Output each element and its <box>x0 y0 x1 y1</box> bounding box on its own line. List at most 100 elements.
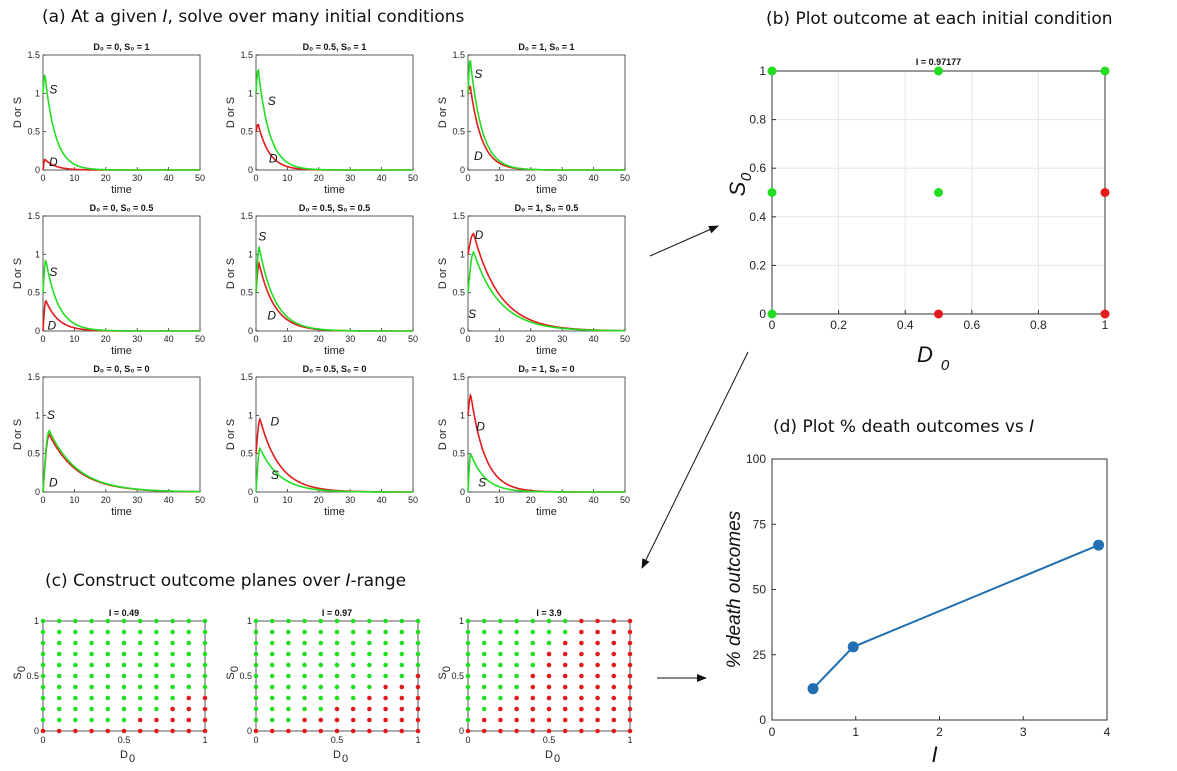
caption-b: (b) Plot outcome at each initial conditi… <box>766 9 1113 29</box>
outcome-point-3 <box>1101 67 1110 76</box>
grid-point <box>41 696 46 701</box>
y-axis-label: D or S <box>12 258 24 289</box>
series-S-line <box>43 261 200 331</box>
plane-x-label: D <box>545 749 553 761</box>
grid-point <box>73 674 78 679</box>
grid-point <box>302 674 307 679</box>
grid-point <box>57 652 62 657</box>
y-tick-label: 1 <box>460 88 465 98</box>
grid-point <box>466 696 471 701</box>
grid-point <box>73 718 78 723</box>
series-label-D: D <box>475 228 484 242</box>
x-tick-label: 40 <box>164 495 174 505</box>
grid-point <box>57 619 62 624</box>
y-tick-label: 0.5 <box>452 127 465 137</box>
x-tick-label: 0.5 <box>118 735 131 745</box>
y-tick-label: 1 <box>35 249 40 259</box>
grid-point <box>122 630 127 635</box>
x-tick-label: 20 <box>526 495 536 505</box>
x-tick-label: 20 <box>101 334 111 344</box>
caption-d: (d) Plot % death outcomes vs I <box>773 417 1034 437</box>
grid-point <box>187 696 192 701</box>
grid-point <box>154 729 159 734</box>
grid-point <box>595 729 600 734</box>
x-tick-label: 0 <box>769 318 776 332</box>
panel-d-death-vs-I: 0 1 2 3 40255075100I% death outcomes <box>724 452 1111 767</box>
grid-point <box>286 718 291 723</box>
grid-point <box>351 652 356 657</box>
grid-point <box>302 652 307 657</box>
grid-point <box>383 652 388 657</box>
subplot-3: D₀ = 1, S₀ = 1 0 10 20 30 40 50 0 0.5 1 1.5 time D o… <box>437 42 630 196</box>
grid-point <box>547 619 552 624</box>
x-tick-label: 0.2 <box>830 318 847 332</box>
series-label-D: D <box>269 151 278 165</box>
grid-point <box>547 663 552 668</box>
grid-point <box>416 685 421 690</box>
plane-x-label-sub: 0 <box>342 753 348 765</box>
grid-point <box>400 696 405 701</box>
series-label-D: D <box>49 476 58 490</box>
x-tick-label: 0.6 <box>963 318 980 332</box>
grid-point <box>498 685 503 690</box>
grid-point <box>89 729 94 734</box>
subplot-axes-box <box>43 55 200 170</box>
y-tick-label: 0 <box>34 726 39 736</box>
subplot-4: D₀ = 0, S₀ = 0.5 0 10 20 30 40 50 0 0.5 1 1.5 time D… <box>12 203 205 357</box>
x-tick-label: 0 <box>40 735 45 745</box>
y-axis-label: D or S <box>12 419 24 450</box>
grid-point <box>514 663 519 668</box>
grid-point <box>106 729 111 734</box>
y-tick-label: 0 <box>759 307 766 321</box>
x-tick-label: 20 <box>101 173 111 183</box>
grid-point <box>416 718 421 723</box>
grid-point <box>531 696 536 701</box>
grid-point <box>41 718 46 723</box>
grid-point <box>302 630 307 635</box>
grid-point <box>628 718 633 723</box>
grid-point <box>466 630 471 635</box>
grid-point <box>367 663 372 668</box>
grid-point <box>367 707 372 712</box>
x-tick-label: 0.5 <box>331 735 344 745</box>
grid-point <box>563 674 568 679</box>
grid-point <box>73 685 78 690</box>
x-tick-label: 30 <box>557 495 567 505</box>
x-tick-label: 50 <box>620 334 630 344</box>
subplot-title: D₀ = 1, S₀ = 1 <box>518 42 574 52</box>
y-tick-label: 1 <box>248 410 253 420</box>
grid-point <box>73 707 78 712</box>
grid-point <box>367 652 372 657</box>
x-tick-label: 10 <box>282 173 292 183</box>
plane-title: I = 0.97 <box>322 608 352 618</box>
grid-point <box>547 707 552 712</box>
grid-point <box>254 685 259 690</box>
y-tick-label: 0.5 <box>26 671 39 681</box>
grid-point <box>154 641 159 646</box>
y-axis-label: D or S <box>437 258 449 289</box>
x-tick-label: 10 <box>494 495 504 505</box>
x-tick-label: 0 <box>465 334 470 344</box>
y-tick-label: 0 <box>248 326 253 336</box>
grid-point <box>57 663 62 668</box>
grid-point <box>612 718 617 723</box>
x-tick-label: 40 <box>589 173 599 183</box>
grid-point <box>351 663 356 668</box>
series-label-S: S <box>49 82 57 96</box>
grid-point <box>482 630 487 635</box>
series-S-line <box>256 247 413 331</box>
grid-point <box>498 729 503 734</box>
grid-point <box>319 718 324 723</box>
grid-point <box>531 652 536 657</box>
series-D-line <box>256 125 413 170</box>
x-tick-label: 20 <box>314 173 324 183</box>
plane-x-label-sub: 0 <box>554 753 560 765</box>
grid-point <box>498 707 503 712</box>
x-axis-label: time <box>536 184 557 196</box>
grid-point <box>122 707 127 712</box>
grid-point <box>187 619 192 624</box>
grid-point <box>254 729 259 734</box>
grid-point <box>286 630 291 635</box>
x-tick-label: 0 <box>40 173 45 183</box>
grid-point <box>482 696 487 701</box>
